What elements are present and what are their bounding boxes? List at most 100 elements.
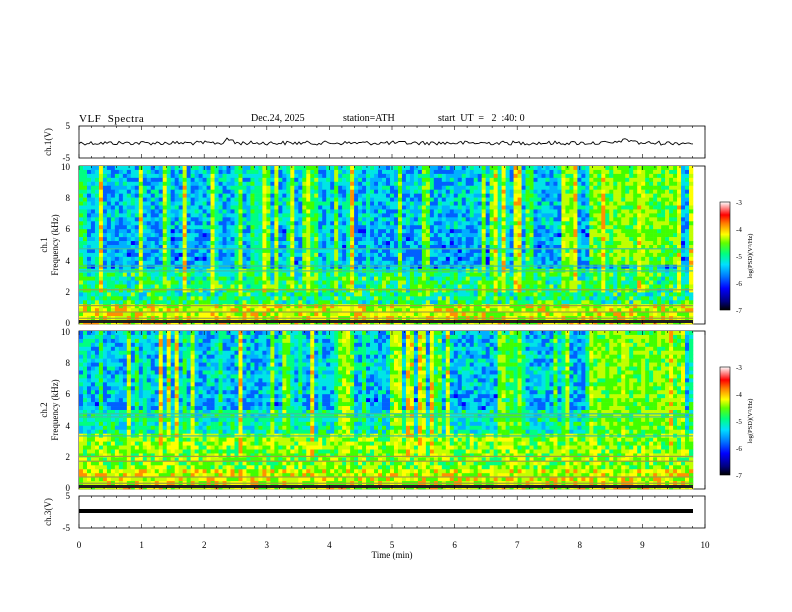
spectrogram-cell [106,280,112,285]
spectrogram-cell [677,229,682,234]
spectrogram-cell [202,209,207,214]
spectrogram-cell [110,201,116,206]
spectrogram-cell [541,237,546,242]
spectrogram-cell [358,233,363,238]
spectrogram-cell [118,288,124,293]
spectrogram-cell [118,237,124,242]
spectrogram-cell [330,205,335,210]
spectrogram-cell [653,233,658,238]
spectrogram-cell [453,173,459,179]
spectrogram-cell [633,189,638,194]
spectrogram-cell [206,256,211,262]
spectrogram-cell [473,256,478,262]
spectrogram-cell [154,280,160,285]
spectrogram-cell [110,217,116,222]
spectrogram-cell [226,225,231,230]
spectrogram-cell [545,177,550,183]
spectrogram-cell [354,272,359,277]
spectrogram-cell [170,284,175,289]
spectrogram-cell [549,177,554,183]
spectrogram-cell [545,193,550,198]
spectrogram-cell [194,284,199,289]
spectrogram-cell [685,280,690,285]
spectrogram-cell [126,260,132,266]
spectrogram-cell [565,205,570,210]
spectrogram-cell [461,197,467,202]
spectrogram-cell [605,256,610,262]
spectrogram-cell [433,252,439,258]
spectrogram-cell [433,248,439,254]
spectrogram-cell [342,185,347,190]
spectrogram-cell [286,205,291,210]
spectrogram-cell [242,173,247,179]
spectrogram-cell [290,229,295,234]
spectrogram-cell [234,213,239,218]
spectrogram-cell [421,209,427,214]
spectrogram-cell [310,166,315,171]
spectrogram-cell [549,221,554,226]
spectrogram-cell [242,292,247,297]
spectrogram-cell [517,166,522,171]
spectrogram-cell [90,213,96,218]
spectrogram-cell [689,233,694,238]
spectrogram-cell [294,264,299,269]
spectrogram-cell [405,252,411,258]
spectrogram-cell [226,229,231,234]
spectrogram-cell [389,284,395,289]
spectrogram-cell [206,260,211,266]
spectrogram-cell [186,169,191,175]
spectrogram-cell [545,185,550,190]
spectrogram-cell [290,189,295,194]
spectrogram-cell [322,166,327,171]
spectrogram-cell [493,193,498,198]
spectrogram-cell [561,264,566,269]
spectrogram-cell [417,233,423,238]
spectrogram-cell [198,284,203,289]
spectrogram-cell [79,260,84,266]
spectrogram-cell [306,166,311,171]
spectrogram-cell [521,205,526,210]
spectrogram-cell [457,181,463,187]
spectrogram-cell [130,284,136,289]
spectrogram-cell [258,193,263,198]
spectrogram-cell [445,213,451,218]
spectrogram-cell [481,256,486,262]
spectrogram-cell [577,256,582,262]
spectrogram-cell [290,205,295,210]
spectrogram-cell [461,189,467,194]
spectrogram-cell [342,264,347,269]
spectrogram-cell [661,237,666,242]
spectrogram-cell [218,252,223,258]
spectrogram-cell [334,209,339,214]
spectrogram-cell [254,217,259,222]
spectrogram-cell [182,189,187,194]
spectrogram-cell [529,264,534,269]
spectrogram-cell [509,260,514,266]
spectrogram-cell [82,288,88,293]
spectrogram-cell [461,201,467,206]
spectrogram-cell [549,248,554,254]
spectrogram-cell [114,233,120,238]
spectrogram-cell [94,248,100,254]
spectrogram-cell [254,209,259,214]
spectrogram-cell [597,272,602,277]
spectrogram-cell [286,209,291,214]
spectrogram-cell [485,209,490,214]
spectrogram-cell [429,209,435,214]
spectrogram-cell [266,173,271,179]
spectrogram-cell [525,272,530,277]
spectrogram-cell [601,193,606,198]
spectrogram-cell [413,225,419,230]
spectrogram-cell [581,185,586,190]
spectrogram-cell [597,256,602,262]
spectrogram-cell [525,197,530,202]
spectrogram-cell [685,189,690,194]
spectrogram-cell [170,288,175,293]
spectrogram-cell [162,205,168,210]
spectrogram-cell [573,245,578,250]
spectrogram-cell [657,189,662,194]
spectrogram-cell [393,260,399,266]
spectrogram-cell [649,256,654,262]
spectrogram-cell [521,241,526,246]
spectrogram-cell [601,177,606,183]
